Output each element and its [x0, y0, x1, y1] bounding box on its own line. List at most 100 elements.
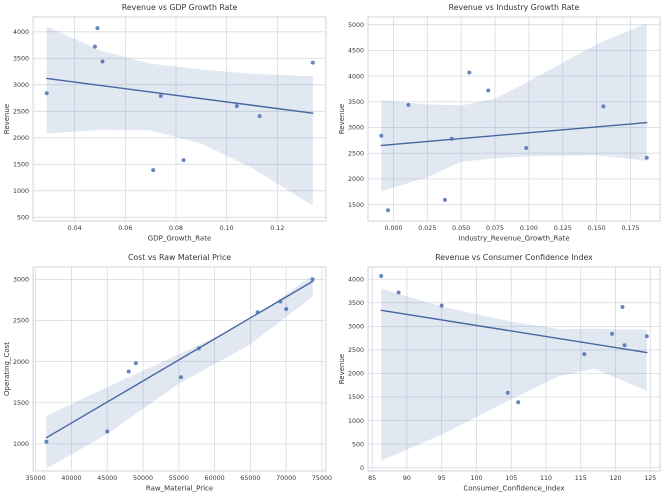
chart-svg-revenue-gdp: 0.04 0.06 0.08 0.10 0.12 500 1000 1500 2000 2500 3… — [2, 3, 327, 243]
x-tick-label: 0.10 — [220, 225, 234, 232]
chart-revenue-vs-industry-growth-rate: 0.000 0.025 0.050 0.075 0.100 0.125 0.150 0.175… — [335, 0, 669, 250]
x-axis-label: GDP_Growth_Rate — [148, 234, 212, 243]
y-axis-label: Operating_Cost — [2, 342, 11, 396]
chart-title: Revenue vs Industry Growth Rate — [449, 3, 580, 12]
x-tick-label: 75000 — [312, 475, 332, 482]
scatter-point — [92, 44, 97, 49]
confidence-band — [381, 288, 647, 461]
x-tick-label: 100 — [470, 475, 482, 482]
y-tick-label: 4000 — [13, 29, 29, 36]
chart-svg-cost-rawmaterial: 35000 40000 45000 50000 55000 60000 65000 70000… — [2, 253, 332, 493]
scatter-point — [44, 439, 49, 444]
y-tick-label: 4000 — [348, 276, 364, 283]
y-tick-label: 1500 — [348, 394, 364, 401]
x-tick-label: 95 — [438, 475, 446, 482]
scatter-point — [196, 346, 201, 351]
scatter-point — [622, 343, 627, 348]
scatter-point — [439, 303, 444, 308]
scatter-point — [151, 168, 156, 173]
y-axis-label: Revenue — [338, 354, 346, 385]
x-tick-label: 0.050 — [452, 225, 470, 232]
y-tick-label: 3000 — [348, 324, 364, 331]
chart-title: Revenue vs Consumer Confidence Index — [435, 253, 593, 262]
x-tick-label: 0.025 — [418, 225, 436, 232]
regression-line — [46, 77, 314, 114]
y-tick-label: 1000 — [348, 418, 364, 425]
y-axis-label: Revenue — [2, 104, 11, 134]
y-tick-label: 3500 — [348, 99, 364, 106]
y-tick-label: 1500 — [13, 400, 29, 407]
y-tick-label: 2000 — [13, 135, 29, 142]
confidence-band — [46, 275, 313, 469]
confidence-band — [381, 23, 647, 192]
x-tick-label: 40000 — [61, 475, 81, 482]
scatter-point — [442, 197, 447, 202]
chart-revenue-vs-gdp-growth-rate: 0.04 0.06 0.08 0.10 0.12 500 1000 1500 2000 2500 3… — [0, 0, 335, 250]
x-tick-label: 0.075 — [486, 225, 504, 232]
scatter-point — [234, 104, 239, 109]
y-tick-label: 2500 — [13, 109, 29, 116]
x-tick-label: 0.06 — [118, 225, 132, 232]
x-tick-label: 0.12 — [270, 225, 284, 232]
scatter-point — [610, 331, 615, 336]
y-tick-label: 3000 — [13, 82, 29, 89]
chart-revenue-vs-consumer-confidence: 85 90 95 100 105 110 115 120 125 0 500 1000 1500 2000… — [335, 250, 669, 500]
x-tick-label: 45000 — [97, 475, 117, 482]
plot-border — [367, 16, 661, 222]
scatter-point — [524, 146, 529, 151]
scatter-point — [449, 136, 454, 141]
x-tick-label: 0.08 — [169, 225, 183, 232]
scatter-point — [379, 133, 384, 138]
scatter-point — [505, 390, 510, 395]
plot-area — [33, 267, 326, 471]
x-tick-label: 0.000 — [384, 225, 402, 232]
x-tick-label: 110 — [540, 475, 552, 482]
scatter-point — [126, 369, 131, 374]
y-tick-label: 1000 — [13, 441, 29, 448]
scatter-point — [620, 305, 625, 310]
plot-border — [32, 266, 327, 472]
y-tick-label: 2000 — [348, 371, 364, 378]
scatter-point — [255, 310, 260, 315]
scatter-point — [582, 352, 587, 357]
y-tick-label: 2500 — [348, 150, 364, 157]
x-tick-label: 0.100 — [520, 225, 538, 232]
x-tick-label: 35000 — [26, 475, 46, 482]
x-tick-label: 0.125 — [554, 225, 572, 232]
y-tick-label: 1500 — [348, 202, 364, 209]
regression-line — [380, 309, 648, 354]
chart-title: Revenue vs GDP Growth Rate — [122, 3, 238, 12]
scatter-point — [284, 306, 289, 311]
x-tick-label: 70000 — [276, 475, 296, 482]
scatter-point — [44, 91, 49, 96]
x-tick-label: 60000 — [205, 475, 225, 482]
scatter-point — [396, 290, 401, 295]
x-tick-label: 120 — [609, 475, 621, 482]
scatter-point — [601, 104, 606, 109]
scatter-point — [386, 208, 391, 213]
confidence-band — [46, 26, 313, 206]
y-tick-label: 3500 — [348, 300, 364, 307]
x-axis-label: Raw_Material_Price — [146, 484, 213, 493]
y-tick-label: 4000 — [348, 73, 364, 80]
scatter-point — [278, 299, 283, 304]
x-tick-label: 55000 — [169, 475, 189, 482]
scatter-point — [467, 70, 472, 75]
y-tick-label: 3000 — [13, 277, 29, 284]
chart-svg-revenue-confidence: 85 90 95 100 105 110 115 120 125 0 500 1000 1500 2000… — [338, 253, 661, 493]
scatter-point — [105, 429, 110, 434]
x-tick-label: 0.150 — [588, 225, 606, 232]
scatter-point — [100, 59, 105, 64]
x-tick-label: 90 — [403, 475, 411, 482]
scatter-point — [181, 158, 186, 163]
scatter-point — [133, 361, 138, 366]
regression-line — [380, 121, 648, 147]
y-tick-label: 500 — [17, 214, 29, 221]
plot-area — [368, 267, 660, 471]
x-tick-label: 125 — [644, 475, 656, 482]
regression-line — [45, 280, 314, 439]
y-tick-label: 5000 — [348, 22, 364, 29]
x-tick-label: 65000 — [240, 475, 260, 482]
y-tick-label: 3000 — [348, 125, 364, 132]
scatter-point — [178, 375, 183, 380]
